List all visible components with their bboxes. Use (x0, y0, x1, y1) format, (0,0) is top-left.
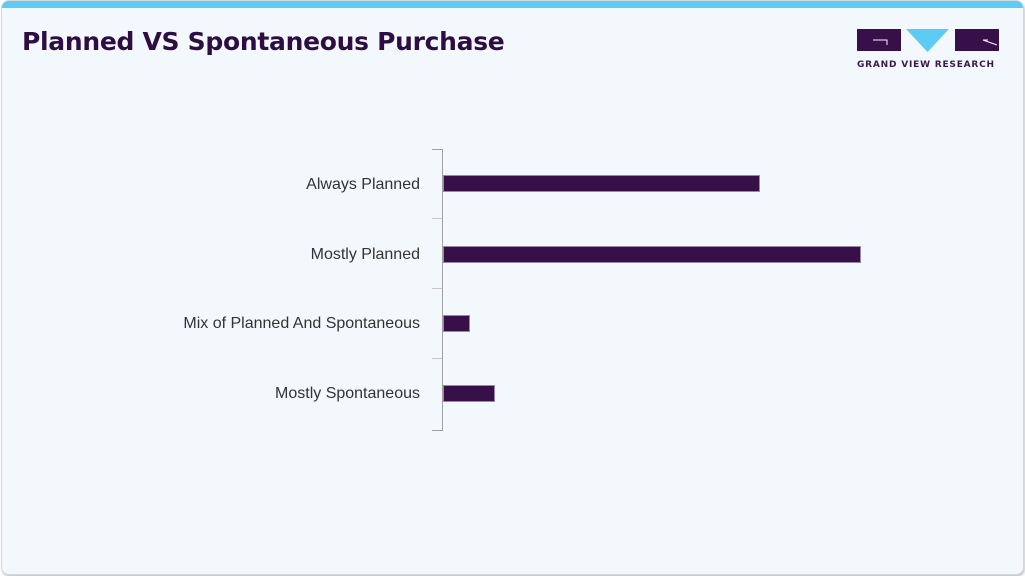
axis-tick (432, 358, 442, 359)
logo-text: GRAND VIEW RESEARCH (857, 60, 995, 70)
axis-tick (432, 288, 442, 289)
bar-mostly-planned (443, 246, 861, 263)
bar-mostly-spontaneous (443, 385, 495, 402)
y-axis-line (442, 149, 443, 431)
chart-title: Planned VS Spontaneous Purchase (22, 27, 505, 56)
axis-tick (432, 430, 442, 431)
category-label: Mostly Spontaneous (275, 385, 420, 402)
grand-view-research-logo: GRAND VIEW RESEARCH (857, 28, 1002, 73)
category-label: Mostly Planned (310, 246, 420, 263)
category-label: Always Planned (306, 176, 420, 193)
axis-tick (432, 218, 442, 219)
category-label: Mix of Planned And Spontaneous (183, 315, 420, 332)
accent-bar (2, 1, 1023, 8)
axis-tick (432, 149, 442, 150)
bar-mix-planned-spontaneous (443, 315, 470, 332)
gvr-logo-icon (857, 29, 999, 52)
bar-always-planned (443, 175, 760, 192)
